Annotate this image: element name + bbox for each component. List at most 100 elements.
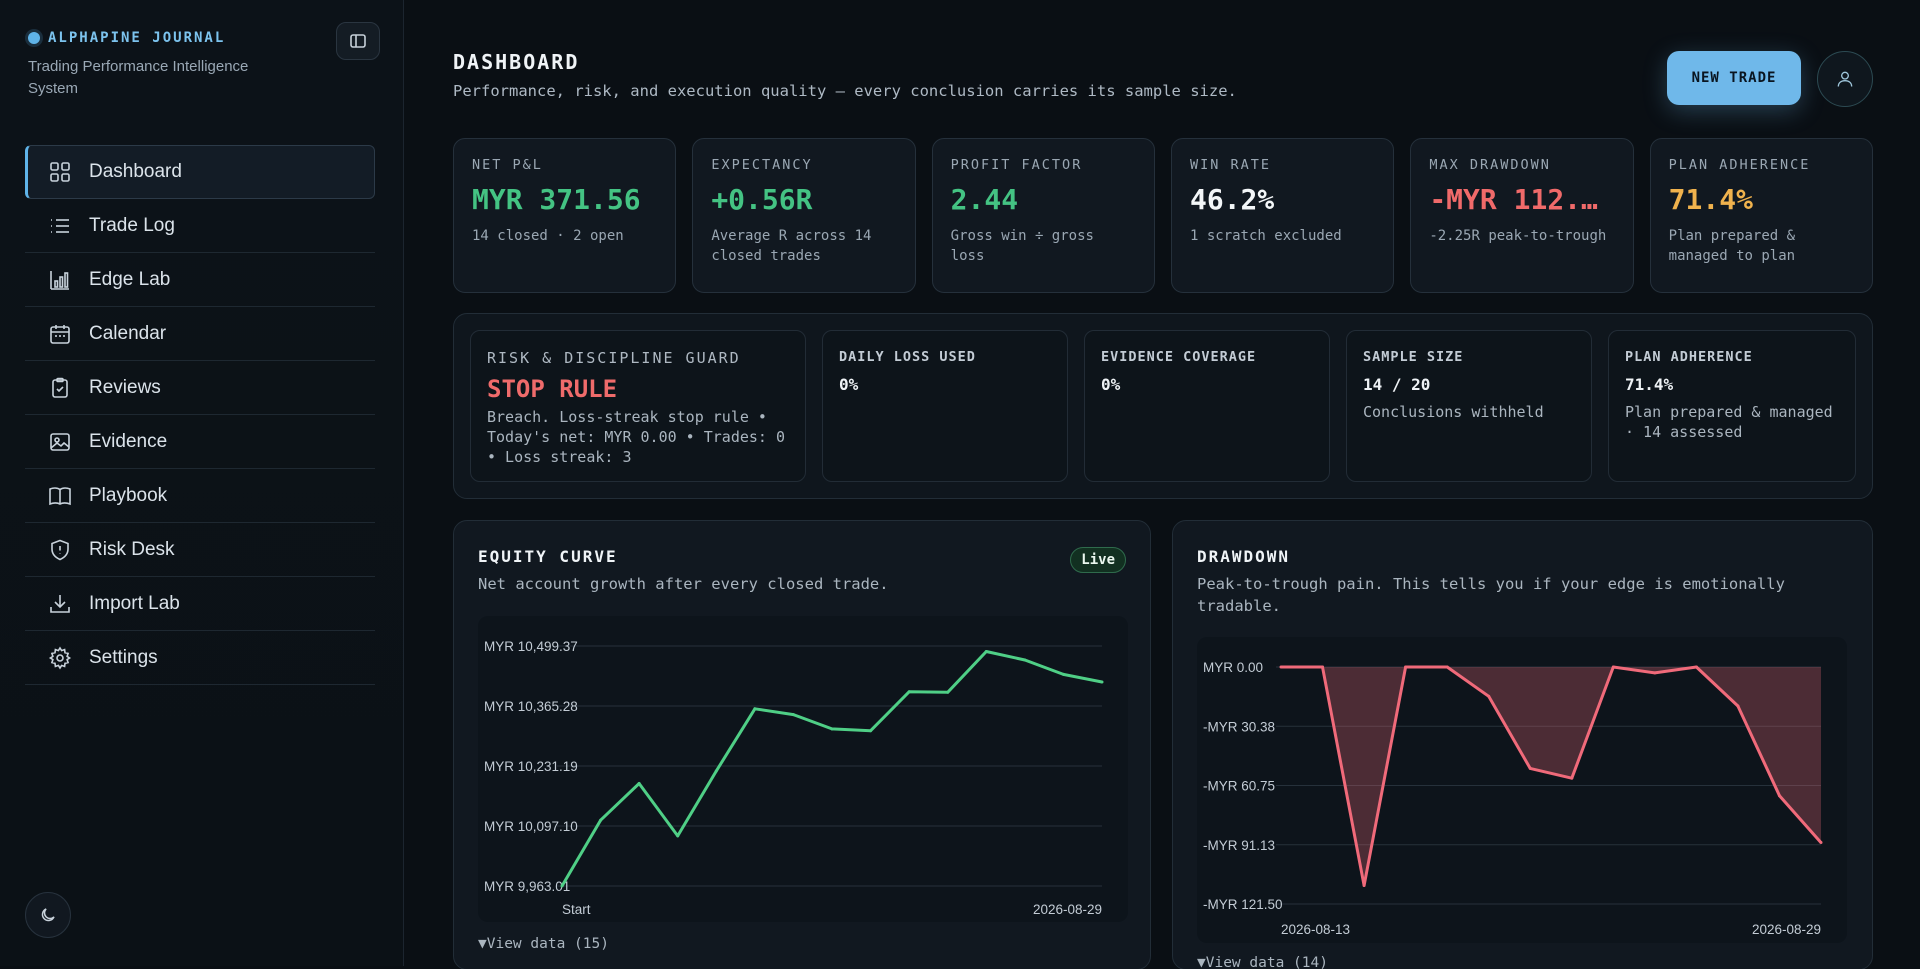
sidebar-toggle-icon	[350, 34, 366, 48]
x-tick-label: 2026-08-13	[1281, 922, 1350, 937]
sidebar-item-playbook[interactable]: Playbook	[25, 469, 375, 523]
kpi-label: NET P&L	[472, 157, 543, 173]
kpi-label: WIN RATE	[1189, 157, 1272, 173]
panel-subtitle: Net account growth after every closed tr…	[478, 575, 889, 593]
sidebar-item-edge-lab[interactable]: Edge Lab	[25, 253, 375, 307]
kpi-card-plan-adherence: PLAN ADHERENCE 71.4% Plan prepared & man…	[1649, 138, 1873, 293]
kpi-value: MYR 371.56	[472, 183, 641, 216]
sidebar-item-label: Dashboard	[89, 161, 182, 182]
panel-subtitle: Peak-to-trough pain. This tells you if y…	[1197, 575, 1785, 615]
drawdown-view-data-toggle[interactable]: ▼View data (14)	[1197, 955, 1328, 969]
y-tick-label: MYR 10,097.10	[484, 819, 578, 834]
data-point	[1023, 658, 1027, 662]
sidebar-item-label: Evidence	[89, 430, 168, 452]
page-title: DASHBOARD	[453, 50, 580, 74]
data-point	[791, 713, 795, 717]
sidebar-item-risk-desk[interactable]: Risk Desk	[25, 523, 375, 577]
guard-metric-value: 0%	[1101, 375, 1121, 394]
sidebar-item-settings[interactable]: Settings	[25, 631, 375, 685]
guard-metric-note: Plan prepared & managed · 14 assessed	[1625, 403, 1833, 441]
guard-metric-label: DAILY LOSS USED	[839, 349, 976, 365]
moon-icon	[41, 908, 55, 922]
bar-chart-icon	[47, 267, 73, 293]
drawdown-chart-svg: MYR 0.00 -MYR 30.38 -MYR 60.75 -MYR 91.13 -M…	[1203, 660, 1823, 937]
kpi-value: +0.56R	[711, 183, 813, 216]
user-avatar-button[interactable]	[1817, 51, 1873, 107]
sidebar-item-label: Risk Desk	[89, 538, 175, 560]
y-tick-label: MYR 0.00	[1203, 660, 1263, 675]
data-point	[714, 769, 718, 773]
guard-metric-label: EVIDENCE COVERAGE	[1101, 349, 1257, 365]
sidebar-item-dashboard[interactable]: Dashboard	[25, 145, 375, 199]
guard-metric-value: 14 / 20	[1363, 375, 1431, 394]
data-point	[637, 782, 641, 786]
kpi-value: 71.4%	[1668, 183, 1753, 216]
data-point	[1777, 794, 1781, 798]
brand-subtitle: Trading Performance Intelligence System	[28, 58, 249, 97]
new-trade-button[interactable]: NEW TRADE	[1667, 51, 1801, 105]
brand-name: ALPHAPINE JOURNAL	[48, 30, 226, 46]
kpi-note: 1 scratch excluded	[1189, 228, 1342, 244]
grid-icon	[47, 159, 73, 185]
data-point	[1279, 665, 1283, 669]
live-badge: Live	[1070, 547, 1126, 573]
theme-toggle-button[interactable]	[25, 892, 71, 938]
equity-chart: MYR 10,499.37 MYR 10,365.28 MYR 10,231.19 M…	[478, 616, 1128, 922]
data-point	[1694, 665, 1698, 669]
equity-view-data-toggle[interactable]: ▼View data (15)	[478, 936, 609, 952]
kpi-card-expectancy: EXPECTANCY +0.56R Average R across 14 cl…	[692, 138, 916, 293]
kpi-label: EXPECTANCY	[711, 157, 813, 173]
data-point	[1528, 766, 1532, 770]
guard-metric-label: PLAN ADHERENCE	[1625, 349, 1753, 365]
sidebar-item-evidence[interactable]: Evidence	[25, 415, 375, 469]
brand-logo-dot	[28, 32, 40, 44]
x-tick-label: Start	[562, 902, 591, 917]
sidebar-item-label: Settings	[89, 646, 158, 668]
shield-icon	[47, 537, 73, 563]
brand: ALPHAPINE JOURNAL Trading Performance In…	[28, 30, 288, 100]
gear-icon	[47, 645, 73, 671]
sidebar-item-import-lab[interactable]: Import Lab	[25, 577, 375, 631]
data-point	[1321, 665, 1325, 669]
y-tick-label: MYR 9,963.01	[484, 879, 570, 894]
data-point	[946, 690, 950, 694]
sidebar-item-label: Reviews	[89, 376, 161, 398]
kpi-label: PLAN ADHERENCE	[1668, 157, 1811, 173]
data-point	[907, 690, 911, 694]
guard-metric-value: 0%	[839, 375, 859, 394]
kpi-card-win-rate: WIN RATE 46.2% 1 scratch excluded	[1170, 138, 1395, 293]
guard-label: RISK & DISCIPLINE GUARD	[487, 349, 741, 367]
equity-chart-svg: MYR 10,499.37 MYR 10,365.28 MYR 10,231.19 M…	[484, 639, 1104, 917]
y-tick-label: -MYR 121.50	[1203, 897, 1283, 912]
sidebar-item-label: Trade Log	[89, 214, 175, 236]
kpi-note: -2.25R peak-to-trough	[1429, 228, 1607, 244]
guard-status: STOP RULE	[487, 375, 618, 403]
drawdown-chart: MYR 0.00 -MYR 30.38 -MYR 60.75 -MYR 91.13 -M…	[1197, 637, 1847, 943]
data-point	[1819, 841, 1823, 845]
data-point	[676, 834, 680, 838]
sidebar-item-reviews[interactable]: Reviews	[25, 361, 375, 415]
equity-curve-panel: EQUITY CURVE Net account growth after ev…	[453, 520, 1151, 969]
calendar-icon	[47, 321, 73, 347]
guard-metric-plan-adherence: PLAN ADHERENCE 71.4% Plan prepared & man…	[1608, 330, 1856, 482]
user-icon	[1837, 71, 1853, 87]
data-point	[869, 729, 873, 733]
guard-metric-evidence-coverage: EVIDENCE COVERAGE 0%	[1084, 330, 1330, 482]
sidebar-item-calendar[interactable]: Calendar	[25, 307, 375, 361]
collapse-sidebar-button[interactable]	[336, 22, 380, 60]
y-tick-label: -MYR 91.13	[1203, 838, 1275, 853]
kpi-note: Average R across 14 closed trades	[711, 228, 872, 264]
sidebar-item-trade-log[interactable]: Trade Log	[25, 199, 375, 253]
data-point	[1445, 665, 1449, 669]
kpi-card-net-pnl: NET P&L MYR 371.56 14 closed · 2 open	[453, 138, 677, 293]
data-point	[984, 650, 988, 654]
equity-line	[560, 650, 1103, 887]
sidebar-item-label: Playbook	[89, 484, 168, 506]
data-point	[599, 818, 603, 822]
drawdown-area	[1281, 667, 1821, 886]
kpi-card-max-drawdown: MAX DRAWDOWN -MYR 112.… -2.25R peak-to-t…	[1410, 138, 1634, 293]
page-subtitle: Performance, risk, and execution quality…	[453, 82, 1237, 100]
data-point	[1362, 883, 1366, 887]
panel-title: EQUITY CURVE	[478, 547, 618, 566]
kpi-value: 46.2%	[1189, 183, 1275, 216]
